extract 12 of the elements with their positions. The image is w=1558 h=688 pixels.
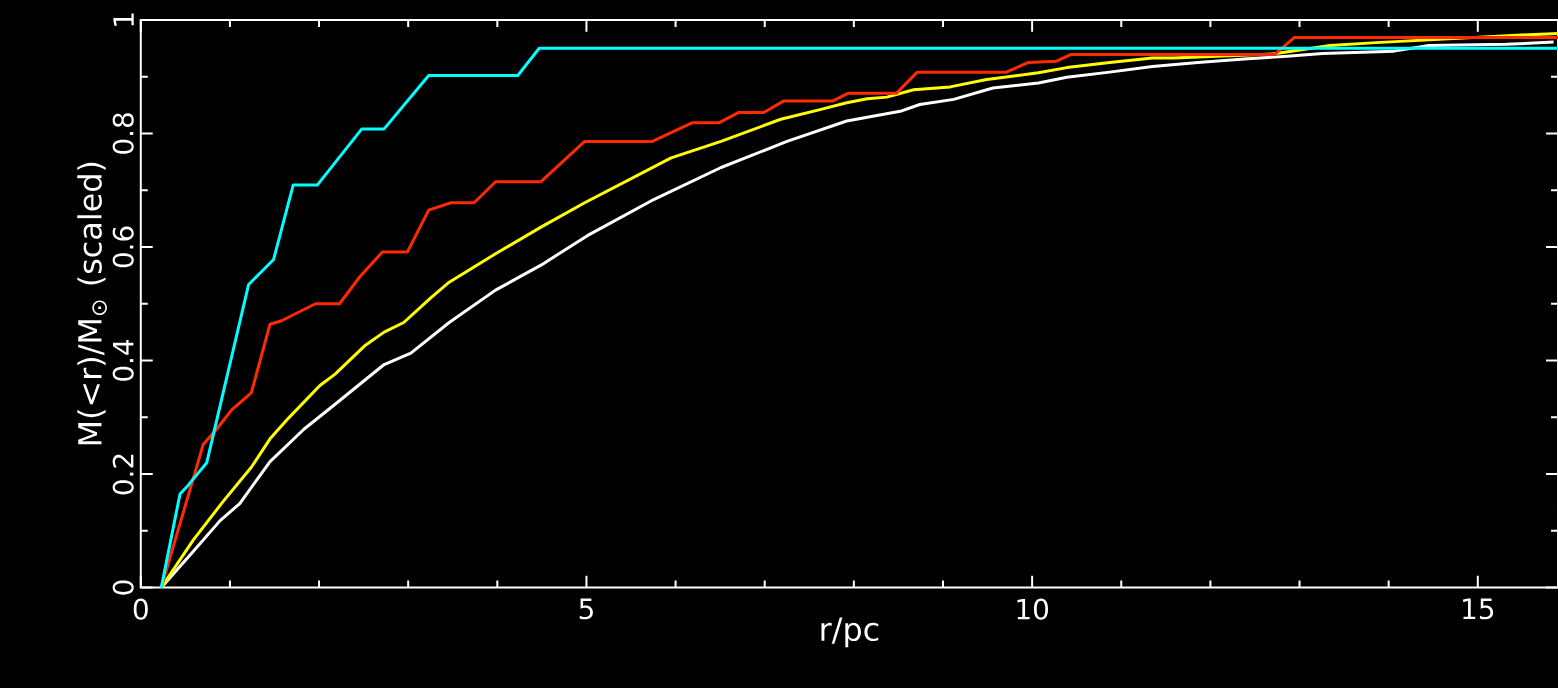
x-tick-label: 10 xyxy=(1017,598,1049,620)
x-tick-label: 15 xyxy=(1463,598,1494,620)
x-tick-label: 0 xyxy=(133,598,148,620)
y-tick-label: 0.4 xyxy=(112,339,134,381)
y-tick-label: 1 xyxy=(113,13,134,26)
x-axis-title: r/pc xyxy=(821,617,879,648)
y-tick-label: 0.6 xyxy=(112,226,134,268)
y-tick-label: 0.2 xyxy=(112,454,134,495)
y-axis-title: M(<r)/M$_{⊙}$ (scaled) xyxy=(77,162,107,445)
x-tick-label: 5 xyxy=(579,598,593,620)
y-tick-label: 0.8 xyxy=(112,113,134,154)
y-tick-label: 0 xyxy=(112,580,134,595)
